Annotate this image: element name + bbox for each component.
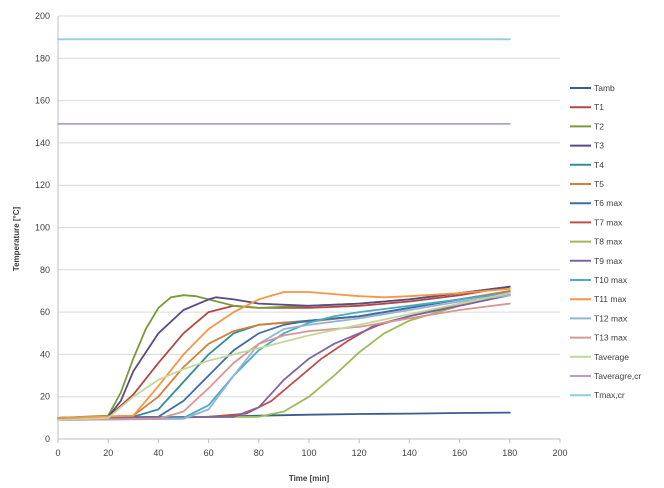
legend-entry-t12-max: T12 max [570,313,628,323]
series-line-t8-max [57,294,511,419]
x-tick-label-180: 180 [502,448,517,458]
legend-label-t2: T2 [594,121,604,131]
gridlines [58,15,560,440]
y-tick-label-140: 140 [35,138,50,148]
x-tick-label-100: 100 [301,448,316,458]
legend-label-t11-max: T11 max [594,294,627,304]
legend-entry-t6-max: T6 max [570,198,623,208]
legend-entry-t11-max: T11 max [570,294,627,304]
legend-entry-taveragre-cr: Taveragre,cr [570,371,641,381]
x-tick-label-140: 140 [402,448,417,458]
legend-entry-t9-max: T9 max [570,256,623,266]
legend-label-t3: T3 [594,141,604,151]
legend-label-t13-max: T13 max [594,333,628,343]
x-tick-label-120: 120 [352,448,367,458]
legend-entry-t1: T1 [570,102,604,112]
legend-entry-t7-max: T7 max [570,217,623,227]
y-tick-label-120: 120 [35,180,50,190]
legend-label-t9-max: T9 max [594,256,623,266]
legend-label-t6-max: T6 max [594,198,623,208]
x-tick-label-20: 20 [103,448,113,458]
y-tick-label-100: 100 [35,223,50,233]
x-axis-title: Time [min] [289,474,330,483]
legend-entry-t5: T5 [570,179,604,189]
x-tick-label-40: 40 [153,448,163,458]
y-tick-label-80: 80 [40,265,50,275]
legend-label-t1: T1 [594,102,604,112]
series-line-taverage [57,292,511,421]
series-line-t3 [57,285,511,419]
y-tick-label-200: 200 [35,11,50,21]
legend-entry-t2: T2 [570,121,604,131]
legend-entry-t8-max: T8 max [570,237,623,247]
y-tick-label-180: 180 [35,53,50,63]
legend-entry-tmax-cr: Tmax,cr [570,390,625,400]
series-line-t12-max [57,294,511,421]
legend-label-taveragre-cr: Taveragre,cr [594,371,641,381]
x-tick-label-60: 60 [204,448,214,458]
legend-entry-t3: T3 [570,141,604,151]
y-tick-label-40: 40 [40,349,50,359]
series-line-t6-max [57,292,511,419]
axes: 0 20 40 60 80 100 120 140 160 180 200 0 20 40 60 80 100 1… [35,11,568,458]
y-tick-label-60: 60 [40,307,50,317]
legend-label-t7-max: T7 max [594,217,623,227]
legend-label-t5: T5 [594,179,604,189]
y-tick-label-20: 20 [40,392,50,402]
legend-label-t4: T4 [594,160,604,170]
x-tick-label-0: 0 [55,448,60,458]
legend-label-t12-max: T12 max [594,313,628,323]
legend-label-taverage: Taverage [594,352,629,362]
legend-entry-tamb: Tamb [570,83,615,93]
series-line-t9-max [57,294,511,419]
legend-label-t8-max: T8 max [594,237,623,247]
legend-entry-taverage: Taverage [570,352,629,362]
x-tick-label-80: 80 [254,448,264,458]
x-tick-label-160: 160 [452,448,467,458]
legend-label-tmax-cr: Tmax,cr [594,390,625,400]
legend-label-t10-max: T10 max [594,275,628,285]
series-line-t2 [57,285,511,419]
legend: Tamb T1 T2 T3 T4 T5 T6 max T7 max T8 max T9 max T1… [570,83,641,400]
y-tick-label-0: 0 [45,434,50,444]
y-axis-title: Temperature [°C] [12,206,21,271]
series-lines [57,38,511,421]
series-line-t10-max [57,292,511,421]
y-tick-label-160: 160 [35,96,50,106]
series-line-t13-max [57,302,511,421]
legend-entry-t10-max: T10 max [570,275,628,285]
x-tick-label-200: 200 [552,448,567,458]
legend-entry-t13-max: T13 max [570,333,628,343]
legend-label-tamb: Tamb [594,83,615,93]
legend-entry-t4: T4 [570,160,604,170]
